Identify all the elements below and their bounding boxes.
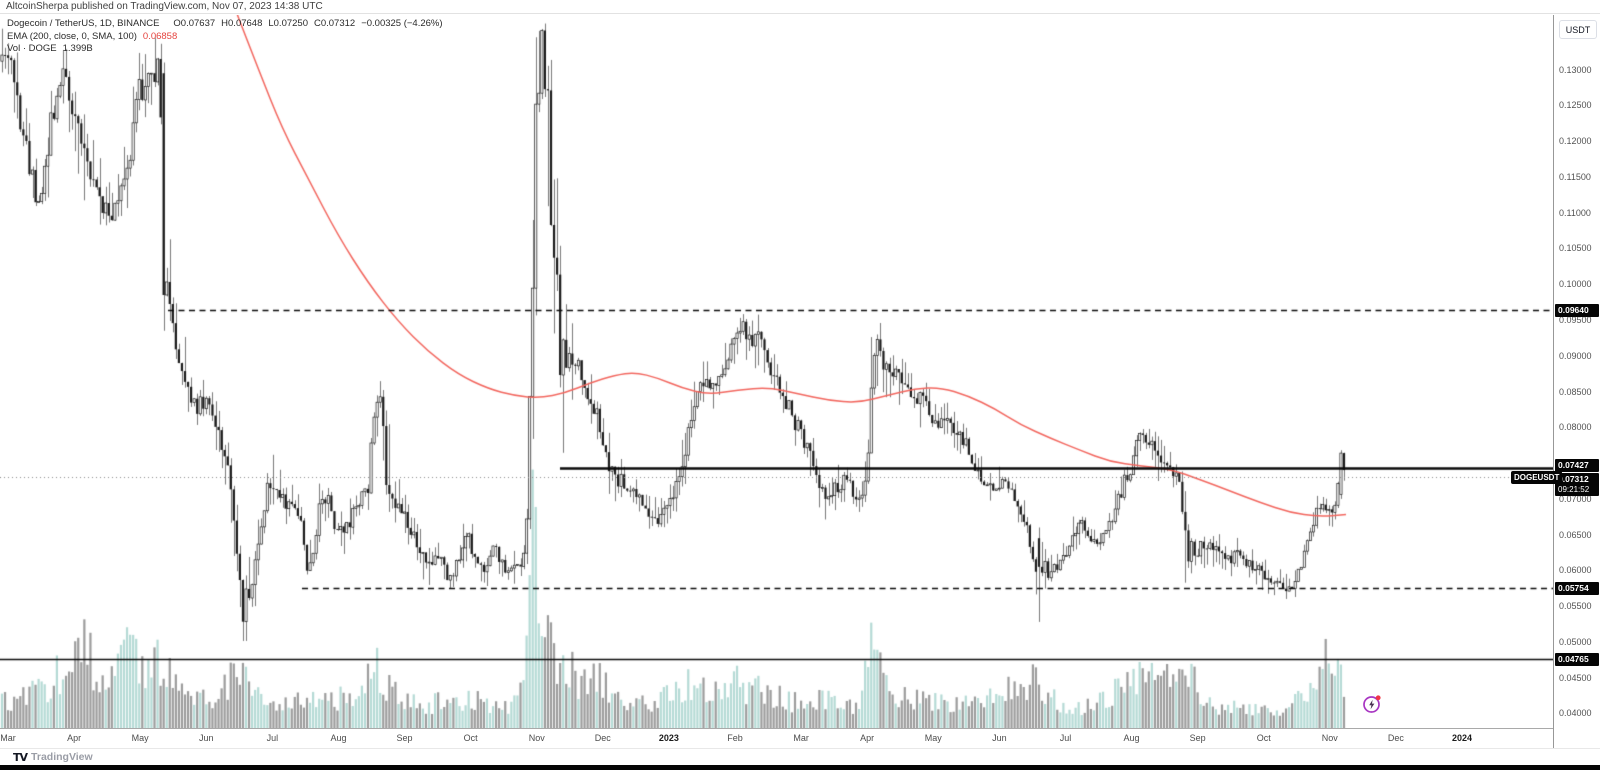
price-tick: 0.12500 (1559, 100, 1592, 111)
price-tick: 0.11000 (1559, 207, 1591, 218)
footer-bar: TV TradingView (0, 748, 1600, 765)
price-tick: 0.10000 (1559, 279, 1592, 290)
price-tick: 0.08500 (1559, 386, 1592, 397)
current-price-tag: 0.07312 09:21:52 (1555, 472, 1599, 496)
price-tick: 0.09000 (1559, 350, 1592, 361)
ohlc-low: L0.07250 (268, 18, 308, 29)
tradingview-logo-text[interactable]: TradingView (31, 751, 93, 763)
ohlc-change: −0.00325 (−4.26%) (361, 18, 443, 29)
price-axis[interactable]: USDT 0.13000 0.12500 0.12000 0.11500 0.11000… (1553, 15, 1600, 748)
alert-dot (1375, 695, 1381, 701)
price-tick: 0.05000 (1559, 636, 1592, 647)
time-label-month: Apr (67, 733, 82, 743)
attribution-bar: AltcoinSherpa published on TradingView.c… (0, 0, 1600, 14)
time-label-year: 2024 (1451, 733, 1473, 743)
price-tick: 0.06000 (1559, 565, 1592, 576)
time-label-month: Mar (793, 733, 809, 743)
level-price-tag: 0.09640 (1555, 304, 1599, 318)
price-tick: 0.09500 (1559, 315, 1592, 326)
time-label-month: Mar (0, 733, 16, 743)
time-label-month: Nov (1321, 733, 1338, 743)
time-label-month: May (131, 733, 149, 743)
time-label-month: Jun (992, 733, 1007, 743)
price-tick: 0.04000 (1559, 708, 1592, 719)
price-tick: 0.06500 (1559, 529, 1592, 540)
lightning-bolt-glyph (1369, 699, 1375, 710)
time-label-month: Dec (594, 733, 611, 743)
ohlc-close: C0.07312 (313, 18, 356, 29)
price-tick: 0.05500 (1559, 601, 1592, 612)
time-label-month: Apr (860, 733, 875, 743)
time-label-month: Sep (396, 733, 413, 743)
time-label-month: Jun (199, 733, 214, 743)
price-tick: 0.12000 (1559, 136, 1592, 147)
bottom-black-bar (0, 765, 1600, 770)
time-label-month: Dec (1387, 733, 1404, 743)
time-label-month: Jul (1059, 733, 1072, 743)
time-label-month: Nov (528, 733, 545, 743)
price-tick: 0.10500 (1559, 243, 1592, 254)
symbol-title[interactable]: Dogecoin / TetherUS, 1D, BINANCE (7, 18, 160, 29)
time-label-month: Sep (1189, 733, 1206, 743)
price-tick: 0.11500 (1559, 171, 1591, 182)
time-label-month: Feb (727, 733, 743, 743)
current-price-symbol-marker: DOGEUSDT (1511, 470, 1563, 484)
attribution-text: AltcoinSherpa published on TradingView.c… (6, 1, 323, 12)
indicator-value: 0.06858 (142, 30, 178, 42)
time-axis[interactable]: Mar Apr May Jun Jul Aug Sep Oct Nov Dec 2023 Feb Mar… (0, 728, 1553, 748)
time-label-month: Oct (463, 733, 478, 743)
volume-title[interactable]: Vol · DOGE (7, 43, 57, 54)
time-label-month: Aug (1123, 733, 1140, 743)
time-label-month: Jul (266, 733, 279, 743)
level-price-tag: 0.04765 (1555, 652, 1599, 666)
ohlc-high: H0.07648 (221, 18, 263, 29)
chart-legend: Dogecoin / TetherUS, 1D, BINANCE O0.07637… (7, 18, 443, 56)
currency-toggle-button[interactable]: USDT (1559, 20, 1597, 39)
indicator-title[interactable]: EMA (200, close, 0, SMA, 100) (7, 30, 137, 42)
replay-lightning-icon[interactable] (1362, 694, 1382, 714)
ohlc-open: O0.07637 (173, 18, 216, 29)
time-label-year: 2023 (658, 733, 679, 743)
price-tick: 0.07000 (1559, 493, 1592, 504)
time-label-month: May (924, 733, 942, 743)
price-tick: 0.08000 (1559, 422, 1592, 433)
legend-indicator-row: EMA (200, close, 0, SMA, 100) 0.06858 (7, 31, 443, 44)
price-tick: 0.04500 (1559, 672, 1592, 683)
price-tick: 0.13000 (1559, 64, 1592, 75)
time-label-month: Aug (330, 733, 347, 743)
level-price-tag: 0.07427 (1555, 459, 1599, 473)
level-price-tag: 0.05754 (1555, 582, 1599, 595)
time-label-month: Oct (1256, 733, 1271, 743)
volume-value: 1.399B (62, 43, 93, 54)
tradingview-logo-icon[interactable]: TV (13, 750, 28, 764)
legend-volume-row: Vol · DOGE 1.399B (7, 43, 443, 56)
countdown-timer: 09:21:52 (1558, 484, 1590, 494)
legend-symbol-row: Dogecoin / TetherUS, 1D, BINANCE O0.07637… (7, 18, 443, 31)
chart-canvas[interactable] (0, 15, 1553, 728)
